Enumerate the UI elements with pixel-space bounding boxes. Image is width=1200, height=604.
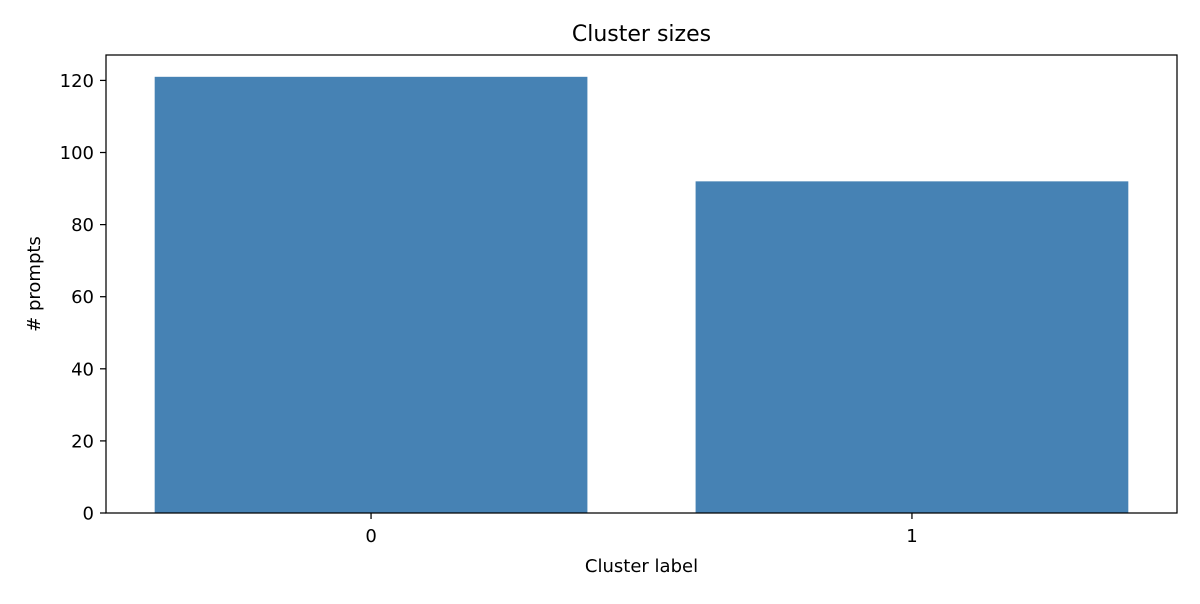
chart-title: Cluster sizes	[572, 22, 711, 47]
y-tick-label: 100	[60, 143, 94, 164]
y-tick-label: 80	[71, 215, 94, 236]
bars	[154, 76, 1129, 514]
y-tick-label: 60	[71, 287, 94, 308]
x-axis-label: Cluster label	[585, 556, 698, 577]
y-tick-label: 0	[83, 504, 94, 525]
y-axis-ticks: 0 20 40 60 80 100 120	[60, 71, 106, 525]
y-tick-label: 40	[71, 359, 94, 380]
y-axis-label: # prompts	[24, 236, 45, 332]
y-tick-label: 120	[60, 71, 94, 92]
bar-0	[154, 76, 588, 514]
plot-frame	[105, 54, 1178, 514]
x-tick-label: 1	[906, 526, 917, 547]
x-tick-label: 0	[365, 526, 376, 547]
y-tick-label: 20	[71, 431, 94, 452]
bar-1	[695, 181, 1129, 513]
